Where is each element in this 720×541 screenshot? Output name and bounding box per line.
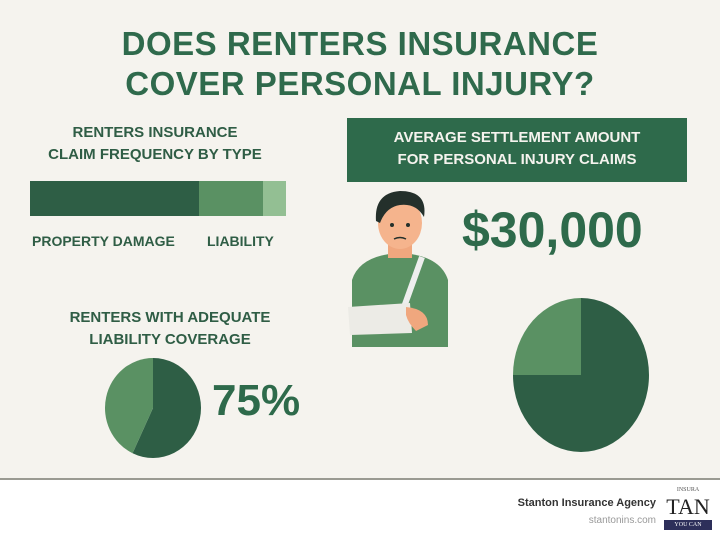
agency-name[interactable]: Stanton Insurance Agency [517,497,656,509]
heading-line: RENTERS WITH ADEQUATE [69,309,271,326]
bar-segment-2 [262,181,286,216]
logo-top-text: INSURA [676,487,700,493]
footer: Stanton Insurance Agency stantonins.com … [0,478,720,541]
coverage-heading: RENTERS WITH ADEQUATE LIABILITY COVERAGE [50,307,290,351]
bar-label-liability: LIABILITY [207,233,274,249]
settlement-amount: $30,000 [462,202,643,258]
coverage-value: 75% [212,376,301,425]
bar-segment-1 [198,181,263,216]
logo-bottom-text: YOU CAN [664,520,712,530]
claim-frequency-heading: RENTERS INSURANCE CLAIM FREQUENCY BY TYP… [20,122,290,166]
title-line-2: COVER PERSONAL INJURY? [125,65,595,102]
bar-label-property-damage: PROPERTY DAMAGE [32,233,175,249]
heading-line: LIABILITY COVERAGE [89,331,251,348]
agency-logo: INSURA TAN YOU CAN [664,486,712,534]
logo-text: TAN [666,494,710,519]
page-title: DOES RENTERS INSURANCE COVER PERSONAL IN… [0,24,720,104]
bar-segment-0 [30,181,199,216]
pie-slice-1 [513,298,581,375]
heading-line: AVERAGE SETTLEMENT AMOUNT [393,129,641,146]
injured-person-illustration [348,191,448,347]
title-line-1: DOES RENTERS INSURANCE [121,25,599,62]
settlement-pie-chart [513,298,649,452]
agency-website[interactable]: stantonins.com [588,515,656,526]
coverage-pie-chart [105,358,201,458]
heading-line: FOR PERSONAL INJURY CLAIMS [397,151,637,168]
claim-frequency-bar [30,181,286,216]
heading-line: RENTERS INSURANCE [72,124,238,141]
settlement-banner: AVERAGE SETTLEMENT AMOUNT FOR PERSONAL I… [347,118,687,182]
pie-slice-0 [132,358,201,458]
heading-line: CLAIM FREQUENCY BY TYPE [48,146,262,163]
pie-slice-1 [105,358,153,454]
